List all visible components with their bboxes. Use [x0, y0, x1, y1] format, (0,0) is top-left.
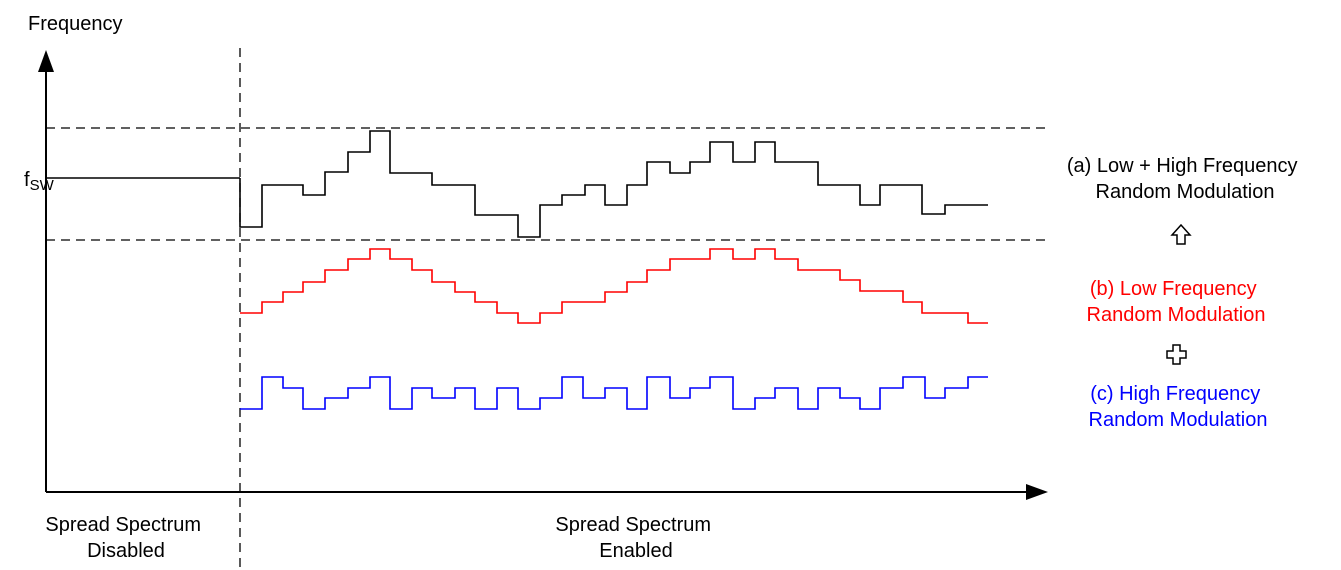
hollow-plus-icon [1166, 344, 1187, 365]
region-disabled-label: Spread Spectrum Disabled [45, 514, 206, 562]
fsw-label: fSW [24, 169, 55, 194]
x-axis-arrow-icon [1026, 484, 1048, 500]
high-frequency-waveform [240, 376, 988, 410]
region-enabled-label: Spread Spectrum Enabled [555, 514, 716, 562]
combined-modulation-waveform [239, 130, 988, 238]
legend-high-frequency: (c) High Frequency Random Modulation [1089, 383, 1268, 431]
legend-combined: (a) Low + High Frequency Random Modulati… [1067, 155, 1303, 203]
y-axis-label: Frequency [28, 13, 123, 35]
legend-low-frequency: (b) Low Frequency Random Modulation [1087, 278, 1266, 326]
y-axis-arrow-icon [38, 50, 54, 72]
low-frequency-waveform [240, 248, 988, 324]
hollow-up-arrow-icon [1170, 223, 1192, 245]
